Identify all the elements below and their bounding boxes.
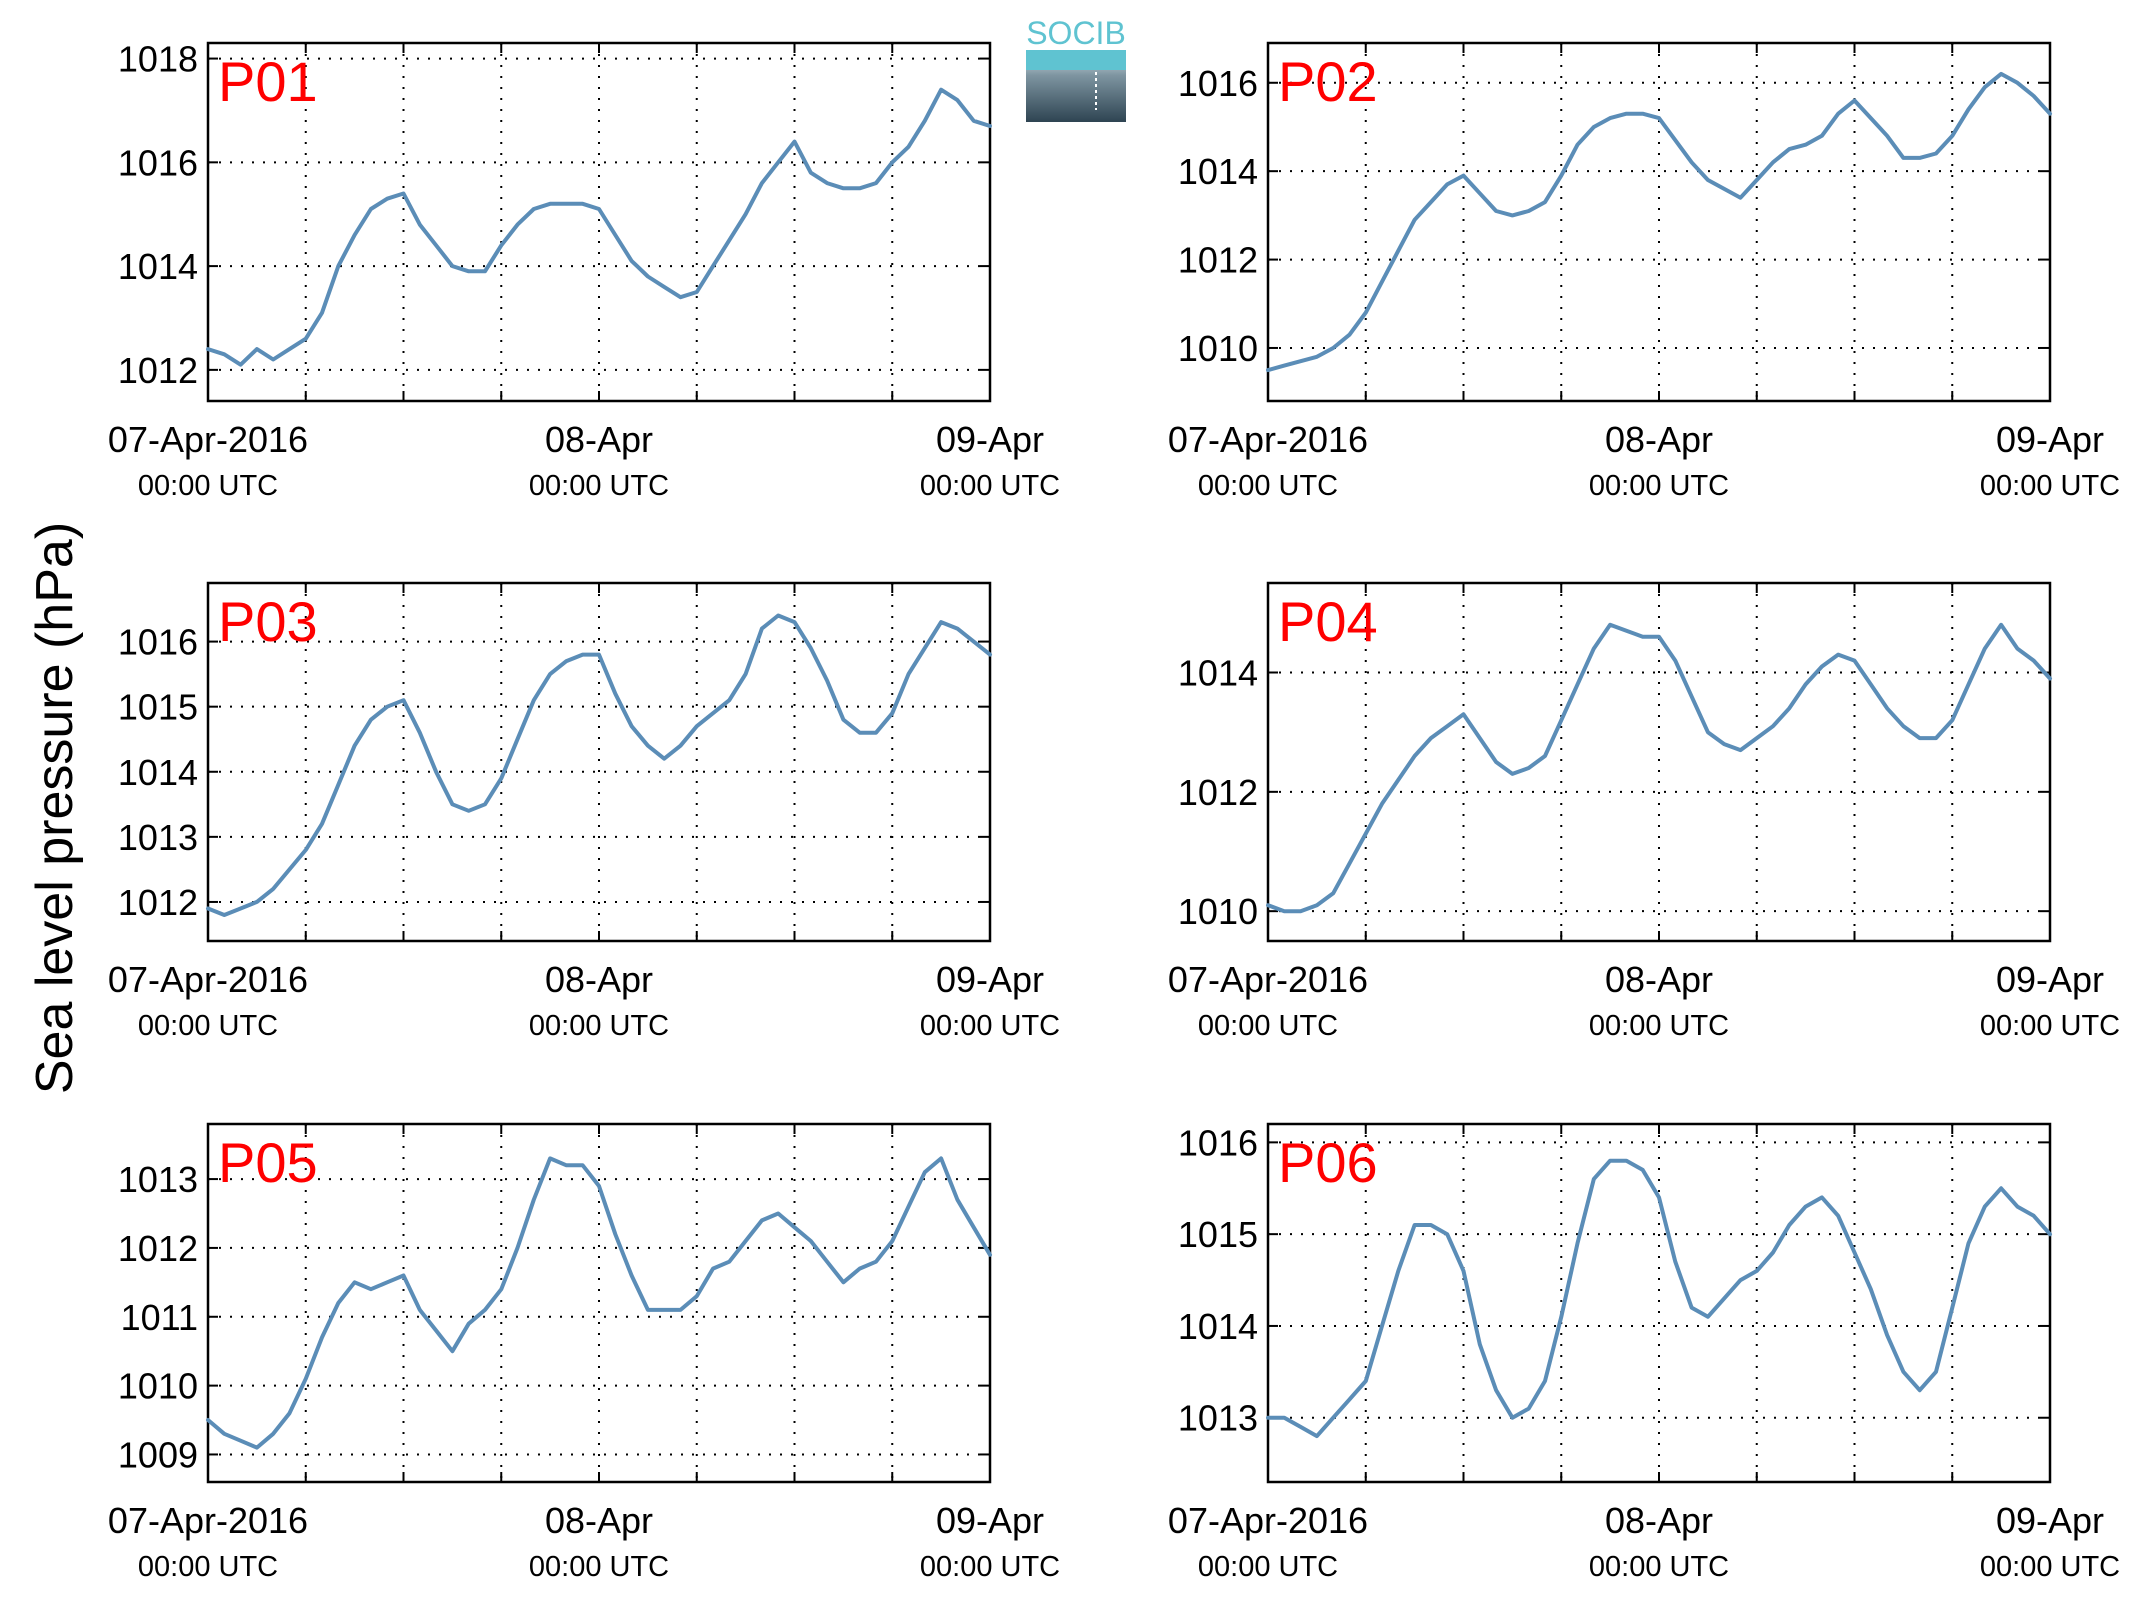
y-tick-label: 1015: [118, 687, 198, 728]
x-tick-label-date: 07-Apr-2016: [108, 959, 308, 1000]
y-tick-label: 1014: [1178, 151, 1258, 192]
panels: 1012 1014 1016 1018 07-Apr-2016 00:00 UTC 08-A…: [108, 39, 2120, 1583]
x-tick-label-date: 07-Apr-2016: [108, 419, 308, 460]
x-tick-label-time: 00:00 UTC: [920, 470, 1060, 502]
axes-frame: [206, 1122, 992, 1484]
y-tick-label: 1013: [1178, 1398, 1258, 1439]
y-tick-label: 1014: [118, 752, 198, 793]
y-tick-label: 1016: [1178, 63, 1258, 104]
x-tick-label-date: 07-Apr-2016: [1168, 959, 1368, 1000]
series-line-p02: [1266, 71, 2052, 373]
x-tick-label-time: 00:00 UTC: [1980, 1551, 2120, 1583]
socib-logo-text: SOCIB: [1026, 15, 1126, 51]
y-tick-label: 1010: [118, 1366, 198, 1407]
y-tick-label: 1012: [118, 882, 198, 923]
y-tick-label: 1012: [1178, 240, 1258, 281]
y-tick-label: 1014: [118, 246, 198, 287]
series-line-p04: [1266, 622, 2052, 914]
x-tick-label-date: 09-Apr: [1996, 419, 2104, 460]
y-tick-label: 1016: [118, 622, 198, 663]
x-tick-label-date: 09-Apr: [1996, 1500, 2104, 1541]
x-tick-label-date: 08-Apr: [545, 1500, 653, 1541]
x-tick-label-time: 00:00 UTC: [1980, 470, 2120, 502]
panel-p04: 1010 1012 1014 07-Apr-2016 00:00 UTC 08-Apr 00…: [1168, 581, 2120, 1042]
x-tick-label-time: 00:00 UTC: [1198, 1010, 1338, 1042]
y-tick-label: 1013: [118, 817, 198, 858]
x-tick-label-date: 08-Apr: [1605, 1500, 1713, 1541]
x-tick-label-date: 07-Apr-2016: [108, 1500, 308, 1541]
x-tick-label-time: 00:00 UTC: [529, 1010, 669, 1042]
x-tick-label-time: 00:00 UTC: [529, 470, 669, 502]
y-tick-label: 1012: [1178, 772, 1258, 813]
y-tick-label: 1010: [1178, 891, 1258, 932]
x-tick-label-time: 00:00 UTC: [1198, 470, 1338, 502]
series-line-p01: [206, 87, 992, 367]
x-tick-label-time: 00:00 UTC: [920, 1551, 1060, 1583]
panel-label-p06: P06: [1278, 1131, 1378, 1194]
y-tick-label: 1016: [118, 142, 198, 183]
y-tick-label: 1012: [118, 1228, 198, 1269]
panel-p05: 1009 1010 1011 1012 1013 07-Apr-2016 00:00 UTC…: [108, 1122, 1060, 1583]
panel-label-p05: P05: [218, 1131, 318, 1194]
x-tick-label-date: 09-Apr: [1996, 959, 2104, 1000]
axes-frame: [206, 41, 992, 403]
x-tick-label-date: 08-Apr: [545, 959, 653, 1000]
axes-frame: [1266, 41, 2052, 403]
panel-label-p03: P03: [218, 590, 318, 653]
x-tick-label-date: 08-Apr: [545, 419, 653, 460]
y-tick-label: 1009: [118, 1434, 198, 1475]
socib-logo-wave: [1026, 50, 1126, 70]
axes-frame: [1266, 581, 2052, 943]
x-tick-label-date: 07-Apr-2016: [1168, 1500, 1368, 1541]
series-line-p05: [206, 1156, 992, 1450]
y-tick-label: 1015: [1178, 1214, 1258, 1255]
x-tick-label-time: 00:00 UTC: [920, 1010, 1060, 1042]
x-tick-label-date: 09-Apr: [936, 1500, 1044, 1541]
x-tick-label-time: 00:00 UTC: [529, 1551, 669, 1583]
x-tick-label-date: 08-Apr: [1605, 419, 1713, 460]
panel-p06: 1013 1014 1015 1016 07-Apr-2016 00:00 UTC 08-A…: [1168, 1122, 2120, 1583]
y-tick-label: 1013: [118, 1159, 198, 1200]
x-tick-label-time: 00:00 UTC: [1589, 470, 1729, 502]
x-tick-label-time: 00:00 UTC: [1198, 1551, 1338, 1583]
x-tick-label-time: 00:00 UTC: [1980, 1010, 2120, 1042]
x-tick-label-date: 09-Apr: [936, 959, 1044, 1000]
y-tick-label: 1014: [1178, 1306, 1258, 1347]
series-line-p06: [1266, 1158, 2052, 1439]
panel-p01: 1012 1014 1016 1018 07-Apr-2016 00:00 UTC 08-A…: [108, 39, 1060, 502]
x-tick-label-time: 00:00 UTC: [1589, 1010, 1729, 1042]
y-tick-label: 1018: [118, 39, 198, 80]
x-tick-label-date: 09-Apr: [936, 419, 1044, 460]
y-tick-label: 1014: [1178, 653, 1258, 694]
x-tick-label-time: 00:00 UTC: [1589, 1551, 1729, 1583]
socib-logo: SOCIB: [1026, 15, 1126, 122]
y-tick-label: 1011: [121, 1297, 198, 1338]
axes-frame: [1266, 1122, 2052, 1484]
panel-label-p02: P02: [1278, 50, 1378, 113]
x-tick-label-time: 00:00 UTC: [138, 1010, 278, 1042]
y-tick-label: 1012: [118, 350, 198, 391]
x-tick-label-date: 08-Apr: [1605, 959, 1713, 1000]
y-tick-label: 1016: [1178, 1122, 1258, 1163]
x-tick-label-time: 00:00 UTC: [138, 470, 278, 502]
x-tick-label-date: 07-Apr-2016: [1168, 419, 1368, 460]
panel-p02: 1010 1012 1014 1016 07-Apr-2016 00:00 UTC 08-A…: [1168, 41, 2120, 502]
axes-frame: [206, 581, 992, 943]
y-tick-label: 1010: [1178, 328, 1258, 369]
panel-p03: 1012 1013 1014 1015 1016 07-Apr-2016 00:00 UTC…: [108, 581, 1060, 1042]
panel-label-p01: P01: [218, 50, 318, 113]
x-tick-label-time: 00:00 UTC: [138, 1551, 278, 1583]
y-axis-label: Sea level pressure (hPa): [26, 522, 84, 1094]
panel-label-p04: P04: [1278, 590, 1378, 653]
